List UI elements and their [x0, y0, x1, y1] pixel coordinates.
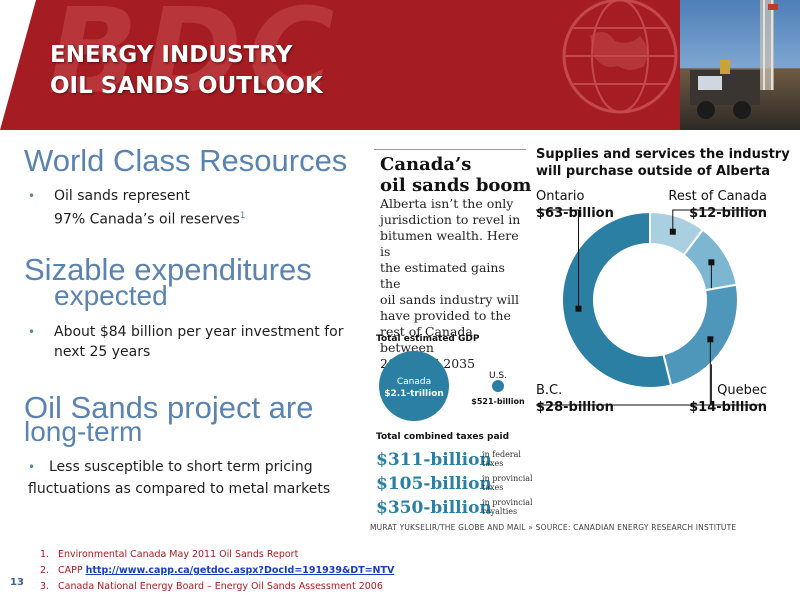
header-banner: BDC ENERGY INDUSTRY OIL SANDS OUTLOOK [0, 0, 800, 130]
graphic-credit: MURAT YUKSELIR/THE GLOBE AND MAIL » SOUR… [370, 523, 737, 532]
banner-cut-corner [0, 0, 36, 130]
bullet-investment: About $84 billion per year investment fo… [54, 324, 344, 360]
oil-rig-photo [680, 0, 800, 130]
donut-chart-title: Supplies and services the industry will … [536, 147, 790, 179]
slice-marker [575, 305, 582, 312]
label-rest-of-canada: Rest of Canada $12-billion [668, 189, 767, 221]
slice-marker [708, 259, 715, 266]
donut-slice-b-c- [662, 283, 739, 387]
gdp-bubbles: Canada $2.1-trillion U.S. $521-billion [379, 351, 525, 421]
heading-long-term: long-term [24, 416, 143, 447]
bullet-pricing-continuation: fluctuations as compared to metal market… [28, 481, 331, 497]
heading-world-class-resources: World Class Resources [24, 143, 348, 178]
canada-gdp-value: $2.1-trillion [384, 389, 444, 399]
capp-link[interactable]: http://www.capp.ca/getdoc.aspx?DocId=191… [85, 565, 395, 576]
donut-chart [536, 209, 762, 406]
oil-sands-infographic: Canada’s oil sands boom Alberta isn’t th… [370, 140, 790, 540]
leader-line [672, 209, 762, 232]
bullet-dot: • [28, 460, 36, 474]
slice-marker [669, 228, 676, 235]
globe-icon [562, 0, 678, 114]
reference-item: 3. Canada National Energy Board – Energy … [40, 581, 383, 592]
donut-slice-ontario [561, 210, 673, 389]
title-line-2: OIL SANDS OUTLOOK [50, 73, 323, 99]
infographic-title: Canada’s oil sands boom [380, 154, 532, 196]
page-number: 13 [10, 577, 24, 588]
reference-item: 1. Environmental Canada May 2011 Oil Sand… [40, 549, 299, 560]
bullet-dot: • [28, 189, 36, 203]
bullet-dot: • [28, 325, 36, 339]
canada-gdp-label: Canada [397, 377, 431, 387]
heading-sizable-expenditures: Sizable expenditures [24, 252, 312, 287]
references-list: 1. Environmental Canada May 2011 Oil Sand… [40, 547, 394, 595]
bullet-oil-sands-reserves: Oil sands represent 97% Canada’s oil res… [54, 188, 246, 228]
heading-expected: expected [54, 280, 168, 311]
heading-oil-sands-project: Oil Sands project are [24, 390, 314, 425]
divider [374, 149, 526, 150]
us-gdp-label: U.S. [489, 371, 507, 381]
us-gdp-value: $521-billion [471, 397, 525, 406]
title-line-1: ENERGY INDUSTRY [50, 42, 293, 68]
label-ontario: Ontario $63-billion [536, 189, 614, 221]
label-quebec: Quebec $14-billion [689, 383, 767, 415]
canada-gdp-bubble [379, 351, 449, 421]
leader-line [536, 209, 580, 309]
us-gdp-bubble [492, 380, 504, 392]
bullet-pricing: Less susceptible to short term pricing [49, 459, 313, 475]
page-title: ENERGY INDUSTRY OIL SANDS OUTLOOK [50, 40, 323, 102]
label-bc: B.C. $28-billion [536, 383, 614, 415]
reference-item: 2. CAPP http://www.capp.ca/getdoc.aspx?Do… [40, 565, 395, 576]
bdc-watermark-logo: BDC [48, 0, 341, 120]
gdp-title: Total estimated GDP [376, 334, 480, 344]
taxes-title: Total combined taxes paid [376, 432, 510, 442]
leader-line [536, 339, 711, 406]
